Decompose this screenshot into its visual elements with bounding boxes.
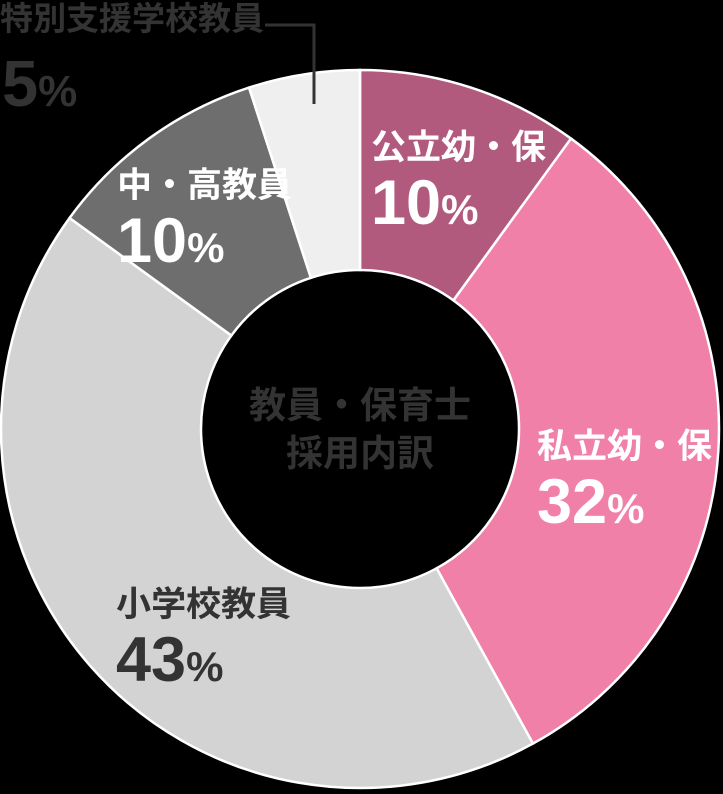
svg-text:採用内訳: 採用内訳	[286, 433, 434, 474]
svg-text:教員・保育士: 教員・保育士	[249, 385, 471, 426]
svg-text:私立幼・保: 私立幼・保	[537, 427, 713, 466]
svg-text:特別支援学校教員: 特別支援学校教員	[0, 0, 264, 37]
svg-text:5%: 5%	[2, 47, 77, 120]
svg-text:小学校教員: 小学校教員	[116, 585, 291, 624]
svg-text:中・高教員: 中・高教員	[117, 166, 292, 205]
svg-text:公立幼・保: 公立幼・保	[371, 128, 547, 167]
